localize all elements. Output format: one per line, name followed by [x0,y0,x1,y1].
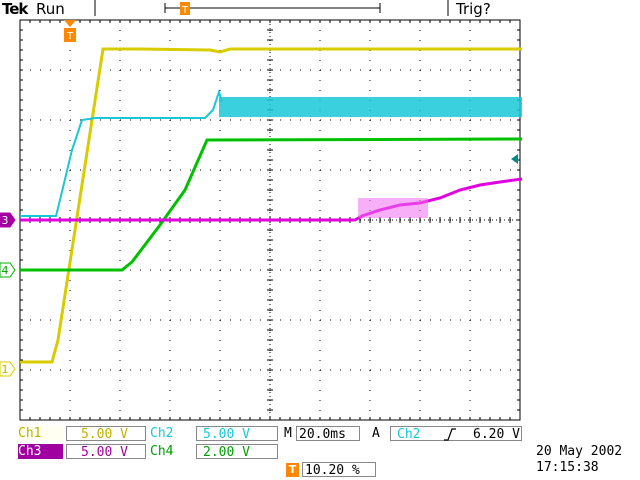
trigger-position-value[interactable]: 10.20 % [302,462,376,478]
ch3-ground-marker-label: 3 [2,214,9,227]
timebase-value[interactable]: 20.0ms [296,426,360,442]
date-readout: 20 May 2002 [536,444,623,459]
trigger-position-marker: T [286,463,299,477]
ch1-scale: 5.00 V [66,426,146,442]
trigger-position-arrow [64,20,76,27]
trigger-position-icon [64,28,76,42]
ch3-ground-marker [0,212,16,228]
ch4-label[interactable]: Ch4 [150,444,174,459]
ch1-ground-marker-label: 1 [2,363,9,376]
ch2-noise-band [219,97,522,117]
ch1-waveform [20,47,522,364]
ch4-scale: 2.00 V [196,444,278,460]
trigger-position-label: T [66,31,74,42]
record-trigger-marker-label: T [181,5,189,16]
timebase-prefix: M [284,426,292,441]
ch2-scale: 5.00 V [196,426,278,442]
time-readout: 17:15:38 [536,460,599,475]
ch1-ground-marker [0,361,16,377]
ch1-label[interactable]: Ch1 [18,426,63,441]
ch4-ground-marker-label: 4 [2,264,9,277]
trigger-status: Trig? [456,0,491,18]
ch3-label[interactable]: Ch3 [18,444,63,459]
ch2-waveform [20,88,223,217]
run-state: Run [36,0,65,18]
brand-logo: Tek [2,0,28,18]
ch3-scale: 5.00 V [66,444,146,460]
record-trigger-marker [180,2,190,15]
ch4-waveform [20,137,523,272]
trigger-level: 6.20 V [473,427,520,442]
ch3-noise-band [358,198,428,218]
ch2-label[interactable]: Ch2 [150,426,174,441]
ch4-ground-marker [0,262,16,278]
trigger-readout[interactable]: Ch2 6.20 V [390,426,522,442]
trigger-source: Ch2 [397,427,421,442]
trigger-mode: A [372,426,380,441]
trigger-level-arrow [511,154,518,164]
rising-edge-icon [443,428,457,445]
